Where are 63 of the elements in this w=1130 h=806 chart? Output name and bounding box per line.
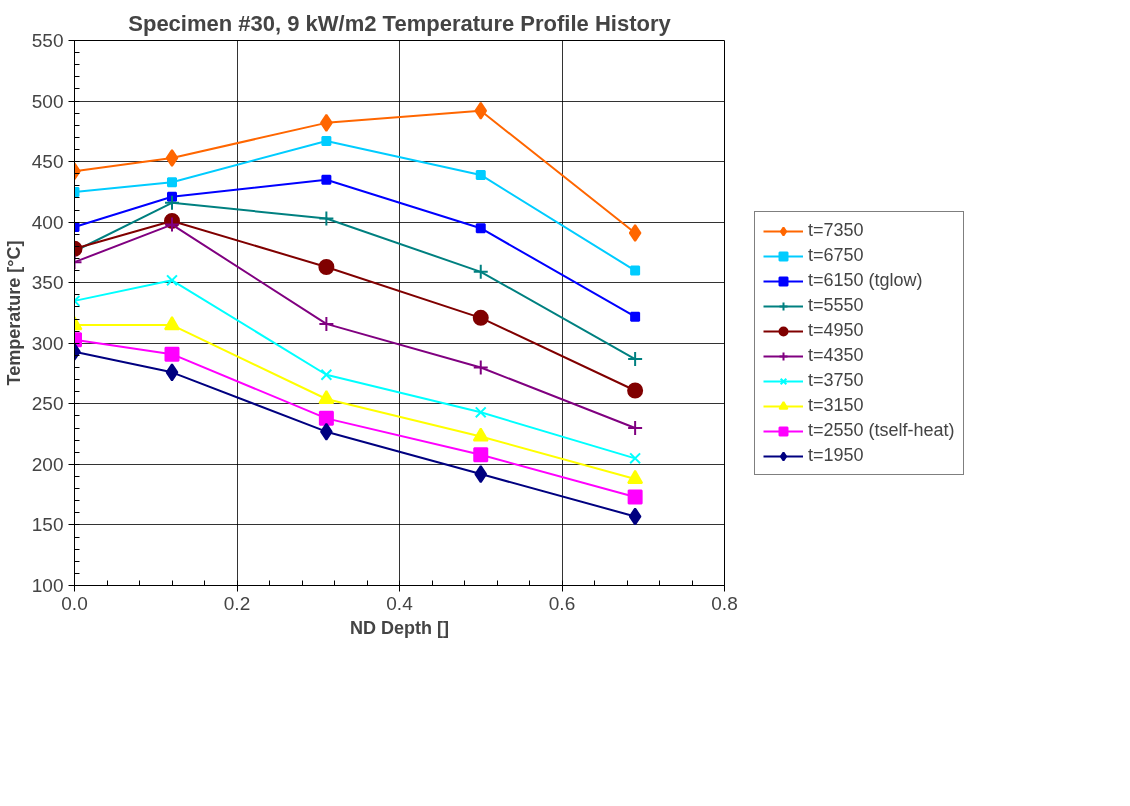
legend-label: t=4950: [808, 320, 864, 341]
x-tick-label: 0.0: [61, 592, 88, 614]
y-axis-title: Temperature [°C]: [3, 240, 24, 386]
y-tick-label: 500: [31, 90, 64, 112]
chart-title: Specimen #30, 9 kW/m2 Temperature Profile History: [128, 10, 672, 36]
point: [321, 174, 332, 185]
point: [165, 148, 179, 167]
point: [318, 258, 335, 275]
point: [628, 224, 642, 243]
y-tick-label: 200: [31, 453, 64, 475]
point: [318, 315, 335, 332]
point: [627, 351, 644, 368]
legend-label: t=3150: [808, 395, 864, 416]
point: [321, 136, 332, 147]
x-tick-label: 0.8: [711, 592, 738, 614]
legend-label: t=6150 (tglow): [808, 270, 923, 291]
point: [318, 210, 335, 227]
y-tick-label: 450: [31, 151, 64, 173]
point: [164, 346, 180, 362]
point: [318, 410, 334, 426]
point: [472, 309, 489, 326]
y-tick-label: 150: [31, 514, 64, 536]
y-tick-label: 250: [31, 393, 64, 415]
y-tick-label: 300: [31, 332, 64, 354]
legend-label: t=3750: [808, 370, 864, 391]
point: [474, 406, 487, 419]
point: [627, 382, 644, 399]
point: [472, 427, 489, 442]
legend-label: t=6750: [808, 245, 864, 266]
y-tick-label: 350: [31, 272, 64, 294]
point: [164, 316, 180, 331]
x-tick-label: 0.4: [386, 592, 414, 614]
point: [630, 265, 641, 276]
legend-label: t=4350: [808, 345, 864, 366]
legend-label: t=2550 (tself-heat): [808, 420, 955, 441]
point: [630, 311, 641, 322]
point: [627, 420, 644, 437]
point: [164, 216, 180, 233]
point: [320, 368, 333, 381]
point: [474, 465, 488, 484]
x-tick-label: 0.6: [548, 592, 576, 614]
point: [628, 507, 642, 526]
legend-label: t=1950: [808, 445, 864, 466]
point: [318, 389, 335, 405]
y-tick-label: 400: [31, 211, 64, 233]
point: [472, 359, 489, 376]
y-tick-label: 550: [31, 30, 64, 51]
point: [475, 223, 486, 234]
point: [166, 274, 178, 287]
point: [474, 101, 488, 120]
point: [475, 169, 486, 180]
x-tick-label: 0.2: [223, 592, 251, 614]
point: [627, 489, 643, 505]
point: [472, 263, 489, 280]
x-axis-title: ND Depth []: [350, 617, 449, 638]
y-tick-label: 100: [31, 575, 64, 596]
point: [167, 177, 177, 188]
point: [473, 447, 489, 463]
legend-label: t=5550: [808, 295, 864, 316]
point: [164, 194, 180, 211]
legend-label: t=7350: [808, 220, 864, 241]
point: [165, 363, 179, 382]
point: [629, 452, 642, 465]
